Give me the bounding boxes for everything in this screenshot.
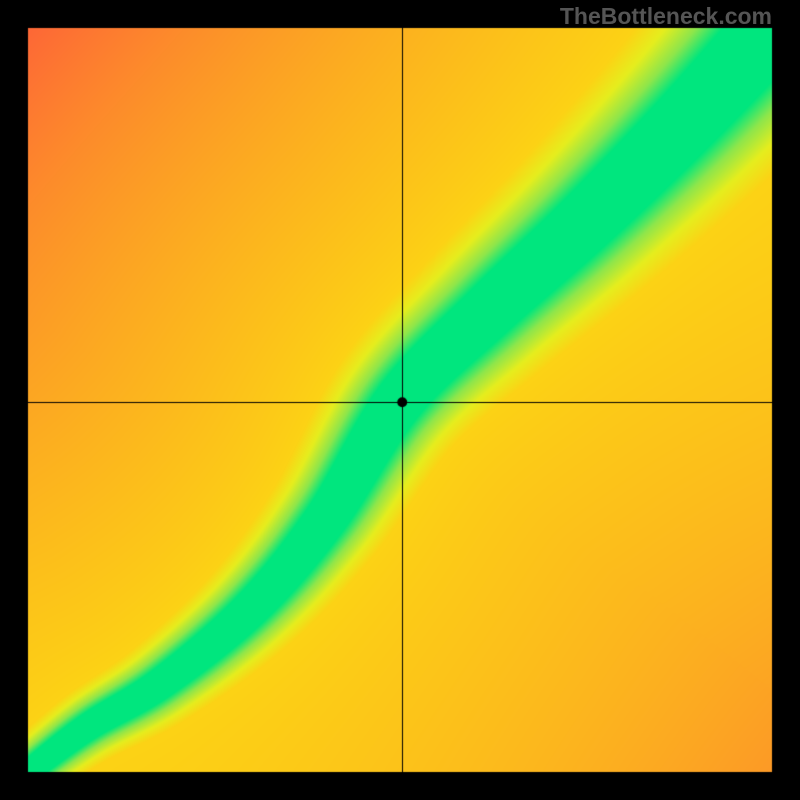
figure: TheBottleneck.com [0, 0, 800, 800]
watermark-text: TheBottleneck.com [560, 3, 772, 30]
heatmap-canvas [0, 0, 800, 800]
